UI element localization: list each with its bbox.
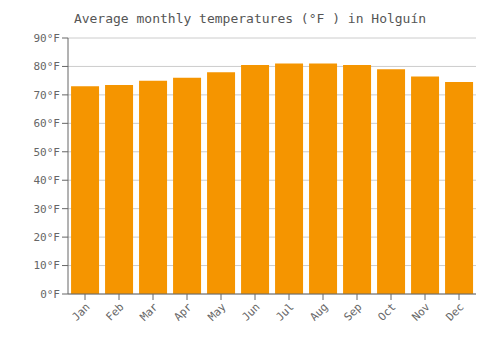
svg-text:Jun: Jun <box>239 300 262 323</box>
svg-text:0°F: 0°F <box>40 288 60 301</box>
svg-text:Feb: Feb <box>103 300 126 323</box>
svg-text:Jan: Jan <box>69 300 92 323</box>
svg-text:Apr: Apr <box>171 300 195 324</box>
svg-text:10°F: 10°F <box>34 259 61 272</box>
svg-text:Oct: Oct <box>375 300 398 323</box>
svg-text:Sep: Sep <box>341 300 364 323</box>
svg-text:Aug: Aug <box>307 300 330 323</box>
svg-text:90°F: 90°F <box>34 32 61 45</box>
svg-text:70°F: 70°F <box>34 89 61 102</box>
svg-text:Mar: Mar <box>137 300 161 324</box>
svg-text:40°F: 40°F <box>34 174 61 187</box>
svg-text:80°F: 80°F <box>34 60 61 73</box>
svg-text:Nov: Nov <box>409 300 433 324</box>
svg-text:Dec: Dec <box>443 300 466 323</box>
svg-text:Jul: Jul <box>273 300 296 323</box>
html-text:Average monthly temperatures (: Average monthly temperatures (°F ) in Ho… <box>73 11 427 26</box>
svg-text:50°F: 50°F <box>34 146 61 159</box>
svg-text:20°F: 20°F <box>34 231 61 244</box>
svg-text:60°F: 60°F <box>34 117 61 130</box>
svg-text:May: May <box>205 300 229 324</box>
svg-text:30°F: 30°F <box>34 203 61 216</box>
